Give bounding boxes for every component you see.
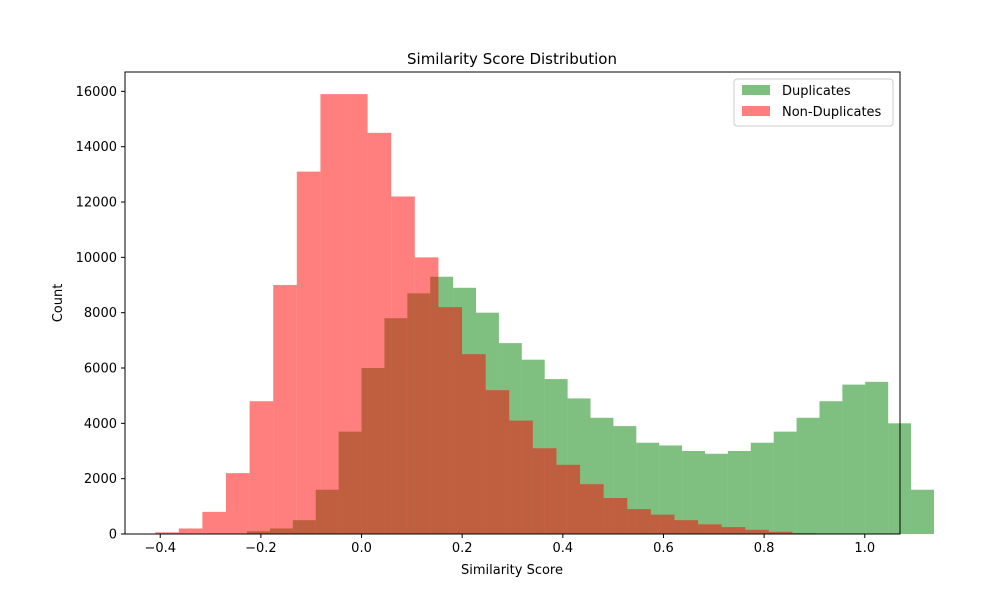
x-tick-label: 0.6 (653, 541, 674, 556)
non-duplicates-bar (721, 527, 746, 534)
duplicates-bar (727, 451, 751, 534)
non-duplicates-bar (485, 390, 510, 534)
x-tick-label: 1.0 (854, 541, 875, 556)
duplicates-bar (750, 442, 774, 534)
chart-title: Similarity Score Distribution (407, 50, 617, 68)
y-tick-label: 2000 (84, 472, 117, 487)
non-duplicates-bar (155, 532, 179, 534)
y-tick-label: 8000 (84, 306, 117, 321)
non-duplicates-bar (674, 520, 699, 534)
y-tick-label: 0 (109, 528, 117, 543)
non-duplicates-bar (391, 196, 415, 534)
duplicates-bar (682, 451, 705, 534)
x-tick-label: 0.4 (552, 541, 573, 556)
non-duplicates-bar (627, 509, 651, 534)
duplicates-bar (704, 453, 728, 534)
non-duplicates-bar (273, 285, 297, 534)
non-duplicates-bar (320, 94, 345, 534)
duplicates-bar (659, 445, 683, 534)
non-duplicates-bar (650, 514, 675, 534)
y-tick-label: 4000 (84, 417, 117, 432)
x-axis-ticks: −0.4 −0.2 0.0 0.2 0.4 0.6 0.8 1.0 (144, 534, 875, 556)
y-axis-label: Count (51, 284, 66, 323)
non-duplicates-bar (367, 132, 392, 534)
non-duplicates-bar (768, 531, 793, 534)
duplicates-bar (773, 431, 797, 534)
plot-area-frame (124, 71, 901, 535)
non-duplicates-bar (509, 420, 533, 534)
y-tick-label: 16000 (76, 85, 117, 100)
non-duplicates-bar (556, 464, 581, 534)
duplicates-bar (796, 417, 820, 534)
x-tick-label: 0.0 (351, 541, 372, 556)
non-duplicates-bar (603, 498, 628, 534)
non-duplicates-bar (344, 94, 368, 534)
legend-swatch-duplicates (742, 85, 770, 95)
non-duplicates-bar (698, 524, 722, 534)
legend-swatch-non-duplicates (742, 106, 770, 116)
x-axis-label: Similarity Score (461, 563, 563, 578)
y-tick-label: 12000 (76, 196, 117, 211)
x-tick-label: 0.8 (754, 541, 775, 556)
non-duplicates-bar (580, 484, 604, 534)
non-duplicates-bar (296, 171, 321, 534)
x-tick-label: −0.2 (245, 541, 277, 556)
y-tick-label: 6000 (84, 362, 117, 377)
non-duplicates-bars (155, 94, 864, 534)
duplicates-bar (865, 381, 889, 534)
y-tick-label: 10000 (76, 251, 117, 266)
x-tick-label: 0.2 (452, 541, 473, 556)
non-duplicates-bar (249, 401, 274, 534)
duplicates-bar (911, 489, 934, 534)
y-axis-ticks: 0 2000 4000 6000 8000 10000 12000 14000 16000 (76, 85, 125, 543)
non-duplicates-bar (202, 511, 227, 534)
non-duplicates-bar (178, 528, 203, 534)
non-duplicates-bar (438, 307, 463, 534)
duplicates-bar (842, 384, 866, 534)
non-duplicates-bar (414, 257, 439, 534)
legend-box (733, 78, 894, 127)
legend: Duplicates Non-Duplicates (733, 78, 894, 127)
y-tick-label: 14000 (76, 140, 117, 155)
non-duplicates-bar (226, 473, 250, 534)
x-tick-label: −0.4 (144, 541, 176, 556)
non-duplicates-bar (462, 354, 486, 534)
non-duplicates-bar (532, 448, 557, 534)
duplicates-bar (819, 401, 843, 534)
legend-label-non-duplicates: Non-Duplicates (782, 105, 882, 120)
legend-label-duplicates: Duplicates (782, 84, 851, 99)
non-duplicates-bar (745, 529, 769, 534)
